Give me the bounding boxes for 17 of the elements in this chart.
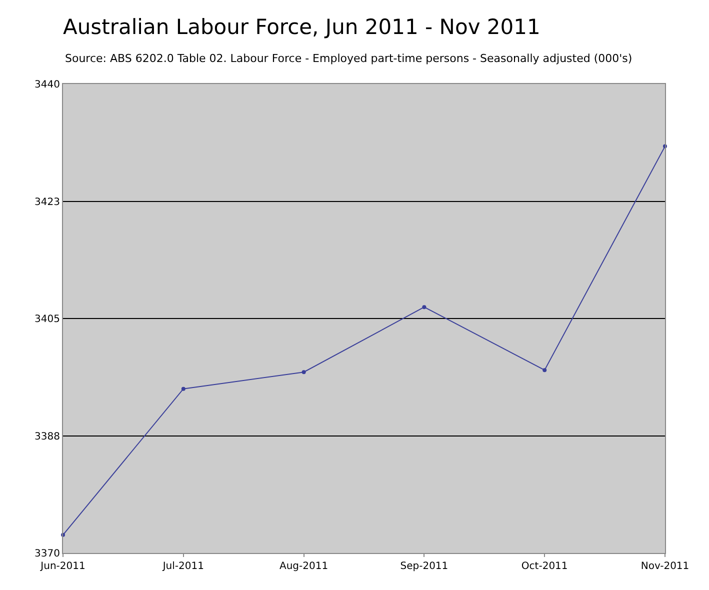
x-tick-label: Jul-2011 bbox=[162, 561, 204, 572]
chart-subtitle: Source: ABS 6202.0 Table 02. Labour Force - Employed part-time persons - Seasonally adjusted (000's) bbox=[65, 52, 632, 65]
chart-title: Australian Labour Force, Jun 2011 - Nov 2011 bbox=[63, 14, 540, 39]
x-tick-label: Sep-2011 bbox=[400, 561, 448, 572]
y-tick-label: 3423 bbox=[34, 196, 60, 208]
y-tick-label: 3440 bbox=[34, 80, 60, 90]
x-tick-label: Nov-2011 bbox=[640, 561, 690, 572]
point bbox=[181, 386, 186, 391]
point bbox=[422, 305, 426, 310]
point bbox=[302, 370, 306, 374]
x-tick-label: Aug-2011 bbox=[280, 561, 328, 572]
y-tick-label: 3388 bbox=[34, 431, 60, 442]
point bbox=[542, 368, 547, 372]
x-tick-label: Jun-2011 bbox=[40, 561, 86, 572]
x-tick-label: Oct-2011 bbox=[521, 561, 568, 572]
y-tick-label: 3370 bbox=[34, 548, 60, 560]
y-tick-label: 3405 bbox=[34, 314, 60, 325]
